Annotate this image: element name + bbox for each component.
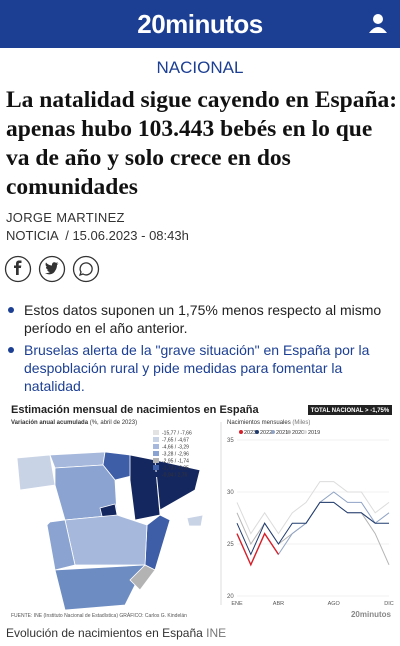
map: [16, 451, 204, 611]
legend-label: -1,73 / -0,95: [162, 466, 189, 472]
logo[interactable]: 20minutos: [137, 9, 263, 39]
meta: NOTICIA / 15.06.2023 - 08:43h: [6, 228, 189, 243]
chart-unit: (Miles): [292, 420, 310, 426]
legend-swatch: [153, 437, 159, 442]
source: FUENTE: INE (Instituto Nacional de Estad…: [11, 612, 187, 619]
infographic: Estimación mensual de nacimientos en Esp…: [5, 400, 395, 622]
map-subtitle-main: Variación anual acumulada: [11, 420, 89, 426]
section[interactable]: NACIONAL: [156, 58, 244, 77]
x-tick-label: AGO: [328, 601, 341, 607]
series-line: [236, 481, 390, 535]
y-tick-label: 20: [227, 594, 234, 600]
legend-swatch: [153, 451, 159, 456]
y-tick-label: 25: [227, 542, 234, 548]
legend-label: 2021: [276, 430, 288, 436]
bullet-dot: [8, 347, 14, 353]
legend-label: -0,94 / 2,76: [162, 473, 188, 479]
user-icon[interactable]: [366, 12, 390, 36]
caption-credit: INE: [206, 626, 227, 640]
total-badge-bg: [308, 405, 392, 415]
x-tick-label: DIC: [384, 601, 394, 607]
legend-label: -3,28 / -2,96: [162, 452, 189, 458]
header: [0, 0, 400, 48]
legend-swatch: [153, 430, 159, 435]
caption-text: Evolución de nacimientos en España: [6, 626, 203, 640]
legend-label: 2019: [308, 430, 320, 436]
headline: La natalidad sigue cayendo en España: ap…: [6, 87, 398, 200]
y-tick-label: 35: [227, 438, 234, 444]
bullet-link[interactable]: Bruselas alerta de la "grave situación" …: [24, 342, 370, 394]
map-subtitle-note: (%, abril de 2023): [90, 420, 137, 426]
series-line: [236, 501, 389, 556]
legend-label: -7,65 / -4,67: [162, 438, 189, 444]
bullet-dot: [8, 307, 14, 313]
legend-swatch: [153, 472, 159, 477]
series-line: [236, 532, 280, 567]
legend-label: 2020: [292, 430, 304, 436]
legend-swatch: [153, 444, 159, 449]
facebook[interactable]: [4, 255, 32, 283]
y-tick-label: 30: [227, 490, 234, 496]
legend-marker: [271, 430, 275, 434]
brand: 20minutos: [351, 610, 392, 619]
legend-label: -4,66 / -3,29: [162, 445, 189, 451]
total-badge: TOTAL NACIONAL > -1,75%: [311, 408, 390, 414]
legend-marker: [303, 430, 307, 434]
caption: Evolución de nacimientos en España INE: [6, 626, 226, 640]
legend-label: 2022: [260, 430, 272, 436]
legend-marker: [239, 430, 243, 434]
x-tick-label: ENE: [231, 601, 243, 607]
legend-swatch: [153, 465, 159, 470]
author[interactable]: JORGE MARTINEZ: [6, 210, 125, 225]
legend-swatch: [153, 458, 159, 463]
chart-title-main: Nacimientos mensuales: [227, 420, 291, 426]
bullet-text: Estos datos suponen un 1,75% menos respe…: [24, 302, 382, 336]
legend-label: -2,95 / -1,74: [162, 459, 189, 465]
whatsapp[interactable]: [72, 255, 100, 283]
info-title: Estimación mensual de nacimientos en Esp…: [11, 404, 259, 416]
legend-marker: [255, 430, 259, 434]
legend-label: 2023: [244, 430, 256, 436]
map-subtitle: Variación anual acumulada (%, abril de 2…: [11, 420, 137, 426]
chart-title: Nacimientos mensuales (Miles): [227, 420, 310, 426]
legend-label: -15,77 / -7,66: [162, 431, 192, 437]
x-tick-label: ABR: [273, 601, 284, 607]
share-icons: [4, 255, 100, 283]
twitter[interactable]: [38, 255, 66, 283]
legend-marker: [287, 430, 291, 434]
